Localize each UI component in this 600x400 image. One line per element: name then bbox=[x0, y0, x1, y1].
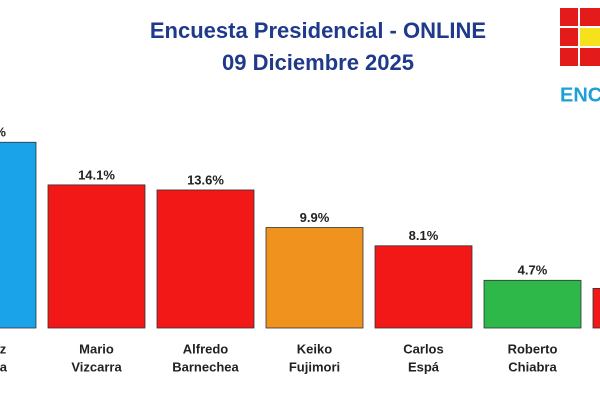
value-label: 13.6% bbox=[187, 172, 224, 187]
chart-title: Encuesta Presidencial - ONLINE bbox=[150, 18, 486, 43]
value-label: 4.7% bbox=[518, 263, 548, 278]
value-label: 8.1% bbox=[409, 228, 439, 243]
logo-block bbox=[580, 48, 600, 66]
bar bbox=[374, 245, 473, 329]
value-label: 18.3% bbox=[0, 125, 6, 140]
chart-subtitle: 09 Diciembre 2025 bbox=[222, 50, 414, 75]
value-label: 14.1% bbox=[78, 167, 115, 182]
x-tick-label: Carlos bbox=[403, 341, 443, 356]
x-tick-label: Roberto bbox=[508, 341, 558, 356]
x-tick-label: Espá bbox=[408, 359, 440, 374]
x-tick-label: Vizcarra bbox=[71, 359, 122, 374]
x-tick-label: Alfredo bbox=[183, 341, 229, 356]
logo-block bbox=[560, 48, 578, 66]
x-tick-label: Fujimori bbox=[289, 359, 340, 374]
logo-block bbox=[560, 8, 578, 26]
bar bbox=[47, 184, 146, 329]
logo-block bbox=[560, 28, 578, 46]
x-tick-label: Aliaga bbox=[0, 359, 8, 374]
bar bbox=[265, 227, 364, 329]
logo: ENC bbox=[560, 8, 600, 106]
value-label: 9.9% bbox=[300, 210, 330, 225]
x-tick-label: López bbox=[0, 341, 7, 356]
x-tick-label: Barnechea bbox=[172, 359, 239, 374]
x-tick-label: Mario bbox=[79, 341, 114, 356]
logo-block bbox=[580, 8, 600, 26]
bar bbox=[0, 141, 37, 329]
bar bbox=[156, 189, 255, 329]
logo-block bbox=[580, 28, 600, 46]
x-tick-label: Chiabra bbox=[508, 359, 557, 374]
x-tick-label: Keiko bbox=[297, 341, 332, 356]
logo-text: ENC bbox=[560, 84, 600, 106]
bar bbox=[592, 288, 600, 329]
bar bbox=[483, 279, 582, 329]
